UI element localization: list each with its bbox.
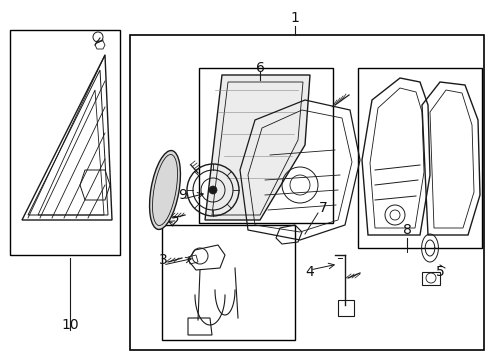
Text: 7: 7 xyxy=(318,201,326,215)
Bar xyxy=(162,225,294,340)
Text: 6: 6 xyxy=(255,61,264,75)
Bar xyxy=(357,68,481,248)
Text: 8: 8 xyxy=(402,223,410,237)
Polygon shape xyxy=(204,75,309,220)
Text: 1: 1 xyxy=(290,11,299,25)
Bar xyxy=(130,35,483,350)
Ellipse shape xyxy=(149,150,180,229)
Circle shape xyxy=(208,186,217,194)
Text: 5: 5 xyxy=(435,265,444,279)
Text: 4: 4 xyxy=(305,265,314,279)
Text: 9: 9 xyxy=(178,188,187,202)
Text: 2: 2 xyxy=(170,215,179,229)
Bar xyxy=(10,30,120,255)
Text: 10: 10 xyxy=(61,318,79,332)
Bar xyxy=(199,68,332,223)
Text: 3: 3 xyxy=(158,253,167,267)
